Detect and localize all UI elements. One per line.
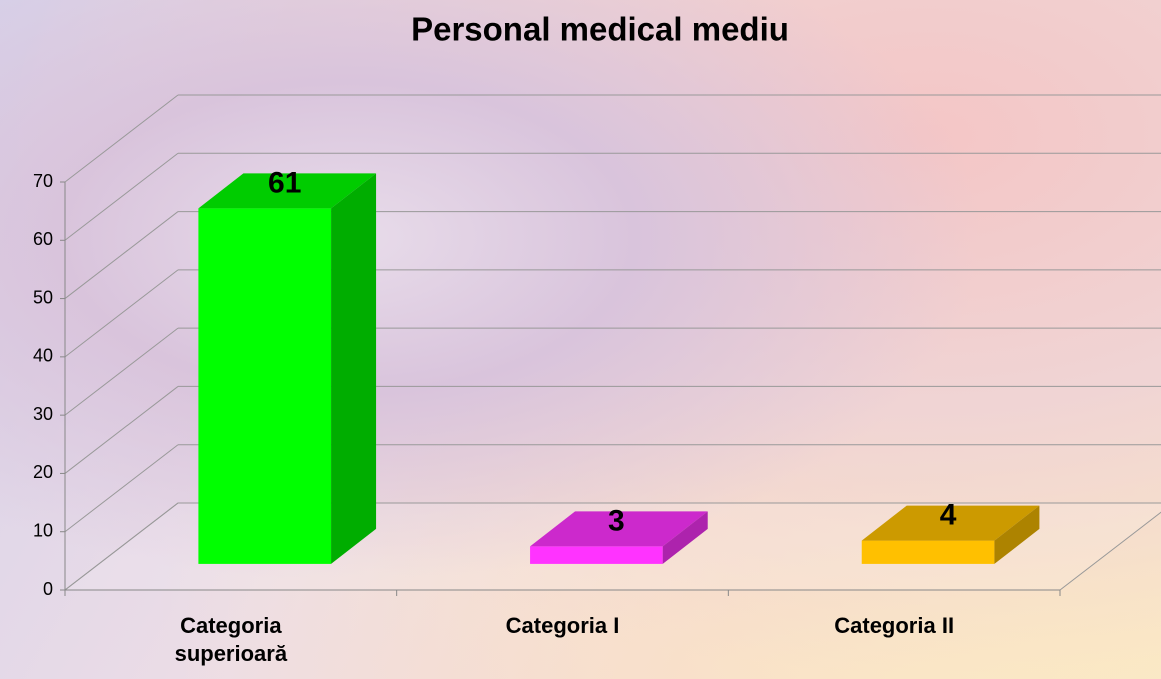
y-tick-label: 20 — [33, 462, 53, 482]
y-tick-label: 40 — [33, 346, 53, 366]
x-tick-label: Categoria I — [505, 613, 620, 638]
grid-line — [64, 444, 179, 533]
y-tick-label: 50 — [33, 287, 53, 307]
grid-line — [64, 327, 179, 416]
y-tick-label: 70 — [33, 171, 53, 191]
bar — [198, 208, 332, 564]
grid-line — [64, 386, 179, 474]
bar-side — [662, 511, 708, 564]
value-label: 61 — [268, 166, 301, 199]
grid-line — [64, 152, 179, 241]
y-tick-label: 60 — [33, 229, 53, 249]
y-tick-label: 10 — [33, 520, 53, 540]
bar-top — [198, 173, 377, 209]
value-label: 4 — [940, 499, 957, 532]
grid-line — [64, 211, 179, 299]
bar — [530, 546, 663, 564]
grid-line — [64, 502, 179, 591]
bar-top — [861, 505, 1040, 541]
grid-line — [64, 269, 179, 358]
value-label: 3 — [608, 504, 625, 537]
chart-title: Personal medical mediu — [411, 11, 789, 48]
x-tick-label: Categoria superioară — [174, 613, 288, 666]
bar-side — [331, 173, 377, 564]
bar — [861, 540, 995, 564]
bar-side — [994, 505, 1040, 564]
y-tick-label: 30 — [33, 404, 53, 424]
bar-top — [530, 511, 708, 547]
x-tick-label: Categoria II — [834, 613, 955, 638]
grid-line — [64, 94, 179, 183]
y-tick-label: 0 — [43, 579, 53, 599]
